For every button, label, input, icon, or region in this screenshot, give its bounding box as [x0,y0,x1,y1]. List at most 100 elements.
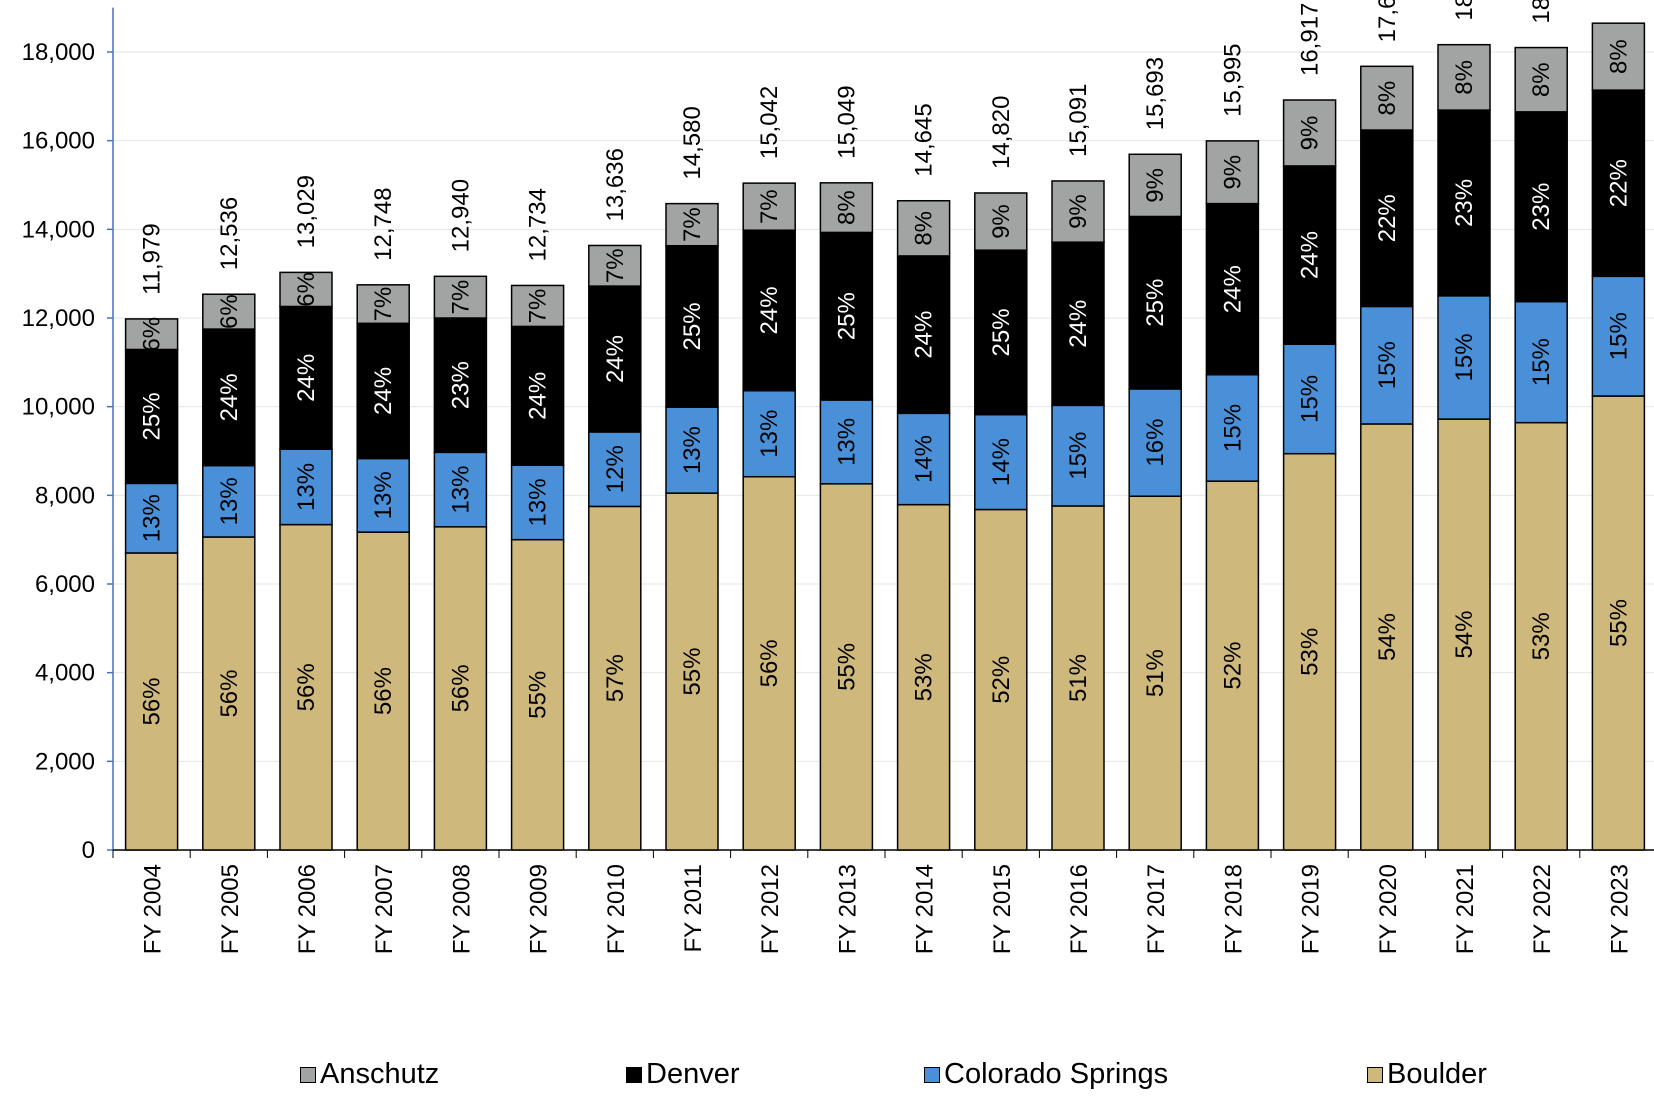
y-tick-label: 12,000 [22,305,95,332]
data-label: 25% [679,302,706,350]
bar-segment-anschutz [1360,65,1414,131]
total-label: 16,917 [1297,3,1324,76]
data-label: 25% [988,308,1015,356]
total-label: 14,580 [679,106,706,179]
bar-segment-colorado-springs [124,482,179,554]
bar-segment-anschutz [588,244,642,287]
bar-segment-anschutz [433,275,488,319]
total-label: 17,6 [1374,0,1401,42]
data-label: 6% [139,317,166,352]
bar-segment-denver [1051,241,1105,407]
bar-segment-denver [1128,215,1182,390]
bar-segment-anschutz [974,192,1028,251]
data-label: 8% [1605,39,1632,74]
bar-segment-anschutz [665,202,719,247]
x-tick-label: FY 2006 [294,864,321,954]
data-label: 55% [833,643,860,691]
x-tick-label: FY 2004 [140,864,167,954]
data-label: 23% [1528,183,1555,231]
bar-segment-anschutz [1437,43,1491,111]
x-tick-label: FY 2021 [1452,864,1479,954]
data-label: 9% [1297,116,1324,151]
y-tick-label: 16,000 [22,128,95,155]
bar-segment-denver [356,322,410,460]
bar-segment-anschutz [510,284,565,328]
bar-segment-denver [1437,109,1491,297]
x-tick-label: FY 2019 [1298,864,1325,954]
total-label: 15,049 [833,85,860,158]
bar-segment-colorado-springs [1128,388,1182,497]
x-tick-label: FY 2023 [1606,864,1633,954]
y-tick-label: 8,000 [35,482,95,509]
data-label: 55% [525,671,552,719]
y-tick-label: 14,000 [22,216,95,243]
bar-segment-denver [742,229,796,392]
data-label: 24% [370,367,397,415]
data-label: 15% [1528,338,1555,386]
x-tick-label: FY 2012 [757,864,784,954]
bar-segment-denver [124,348,179,485]
data-label: 7% [756,189,783,224]
bar-segment-anschutz [1282,99,1337,167]
data-label: 12% [602,445,629,493]
bar-segment-anschutz [124,318,179,351]
data-label: 54% [1451,611,1478,659]
bar-segment-boulder [742,475,796,851]
data-label: 15% [1297,375,1324,423]
legend-label-anschutz: Anschutz [320,1058,440,1090]
total-label: 12,734 [525,188,552,261]
data-label: 56% [447,664,474,712]
bar-segment-anschutz [1051,180,1105,243]
bar-segment-denver [1591,89,1646,278]
data-label: 16% [1142,419,1169,467]
bar-segment-denver [819,231,874,401]
bar-segment-anschutz [1591,22,1646,91]
data-label: 22% [1605,159,1632,207]
total-label: 15,693 [1142,57,1169,130]
data-label: 7% [679,207,706,242]
bar-segment-colorado-springs [1051,404,1105,507]
bar-segment-denver [510,325,565,466]
bar-segment-anschutz [1205,140,1260,205]
total-label: 13,029 [293,175,320,248]
data-label: 13% [756,410,783,458]
data-label: 8% [911,211,938,246]
bar-segment-denver [202,328,256,467]
x-tick-label: FY 2014 [912,864,939,954]
data-label: 53% [1528,612,1555,660]
data-label: 25% [139,392,166,440]
data-label: 9% [1142,168,1169,203]
bar-segment-denver [1282,165,1337,345]
x-tick-label: FY 2011 [680,864,707,953]
total-label: 18 [1451,0,1478,21]
legend-swatch-colorado-springs [924,1066,940,1083]
total-label: 15,091 [1065,84,1092,157]
data-label: 13% [370,471,397,519]
data-label: 7% [525,289,552,324]
data-label: 13% [447,466,474,514]
x-tick-label: FY 2007 [371,864,398,954]
bar-segment-anschutz [819,182,874,234]
data-label: 55% [679,648,706,696]
legend-item-denver: Denver [626,1058,740,1091]
total-label: 11,979 [139,223,166,295]
x-tick-label: FY 2018 [1220,864,1247,954]
x-tick-label: FY 2010 [603,864,630,954]
bar-segment-anschutz [356,284,410,325]
data-label: 15% [1451,333,1478,381]
y-tick-label: 10,000 [22,394,95,421]
data-label: 8% [1374,81,1401,116]
data-label: 22% [1374,194,1401,242]
bar-segment-denver [1360,129,1414,308]
data-label: 24% [216,373,243,421]
x-tick-label: FY 2017 [1143,864,1170,954]
legend-swatch-denver [626,1066,642,1083]
data-label: 7% [370,287,397,322]
bar-segment-colorado-springs [356,457,410,533]
total-label: 14,645 [911,103,938,176]
bar-segment-boulder [974,508,1028,851]
y-tick-label: 2,000 [35,748,95,775]
bar-segment-boulder [588,505,642,851]
data-label: 13% [679,426,706,474]
data-label: 25% [833,292,860,340]
